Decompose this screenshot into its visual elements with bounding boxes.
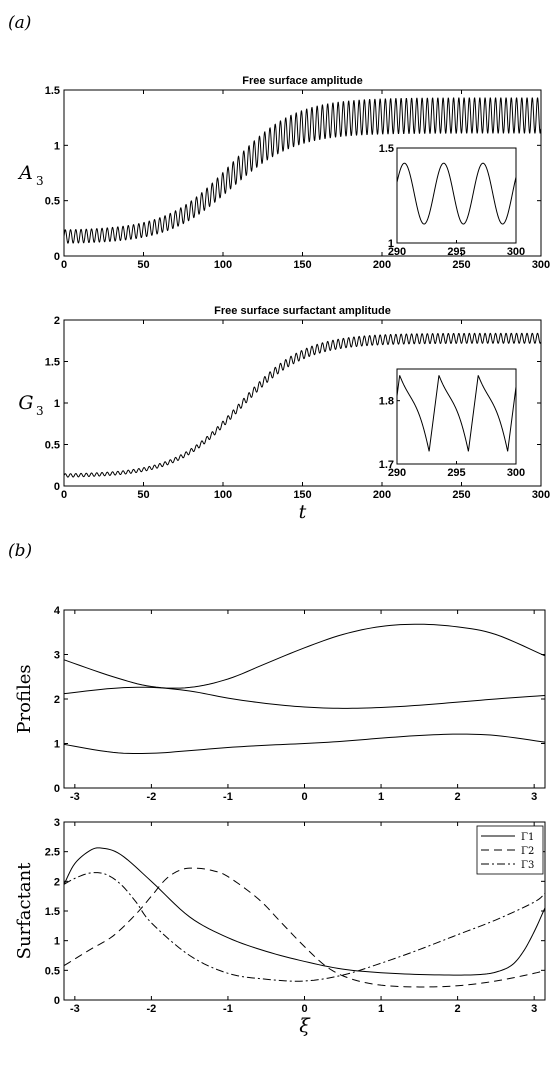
y-tick-label: 1 xyxy=(54,739,60,751)
chart-profiles: -3 -2 -1 0 1 2 3 0 1 2 3 4 Profiles xyxy=(14,605,546,803)
x-tick-label: 0 xyxy=(61,259,67,271)
x-tick-label: 300 xyxy=(532,489,550,501)
legend-label: Γ3 xyxy=(521,860,534,871)
legend-label: Γ2 xyxy=(521,846,534,857)
series-line-1 xyxy=(63,847,546,976)
y-tick-label: 0 xyxy=(54,783,60,795)
x-tick-label: -3 xyxy=(70,1003,80,1015)
y-axis-label: A xyxy=(17,162,33,184)
inset-x-tick-label: 295 xyxy=(447,467,465,479)
y-tick-label: 4 xyxy=(54,605,61,617)
inset-y-tick-label: 1.5 xyxy=(379,143,394,155)
x-tick-label: 300 xyxy=(532,259,550,271)
y-tick-label: 0.5 xyxy=(45,440,60,452)
y-tick-label: 0 xyxy=(54,481,60,493)
x-tick-label: 2 xyxy=(455,1003,461,1015)
x-tick-label: 3 xyxy=(531,791,537,803)
y-tick-label: 0.5 xyxy=(45,965,60,977)
inset-y-tick-label: 1 xyxy=(388,238,394,250)
chart-surfactant-amplitude: 0 50 100 150 200 250 300 0 0.5 1 1.5 2 Free surface … xyxy=(18,305,550,523)
y-tick-label: 0.5 xyxy=(45,196,60,208)
chart-title: Free surface surfactant amplitude xyxy=(214,305,391,317)
x-tick-label: -2 xyxy=(147,1003,157,1015)
plot-frame xyxy=(63,609,546,789)
y-axis-label: Profiles xyxy=(14,664,35,733)
y-tick-label: 1.5 xyxy=(45,357,60,369)
chart-title: Free surface amplitude xyxy=(242,75,362,87)
y-tick-label: 1.5 xyxy=(45,906,60,918)
x-tick-label: -3 xyxy=(70,791,80,803)
legend-label: Γ1 xyxy=(521,832,534,843)
y-tick-label: 2.5 xyxy=(45,847,60,859)
y-axis-label: G xyxy=(18,392,33,414)
series-line xyxy=(63,332,542,478)
x-tick-label: 250 xyxy=(452,259,470,271)
y-tick-label: 1.5 xyxy=(45,85,60,97)
inset-y-tick-label: 1.7 xyxy=(379,459,394,471)
x-axis-label: ξ xyxy=(299,1015,311,1037)
x-tick-label: 250 xyxy=(452,489,470,501)
x-tick-label: 150 xyxy=(293,489,311,501)
x-tick-label: -1 xyxy=(223,791,233,803)
x-tick-label: 150 xyxy=(293,259,311,271)
x-tick-label: 0 xyxy=(301,791,307,803)
plot-frame xyxy=(63,319,542,487)
chart-free-surface-amplitude: 0 50 100 150 200 250 300 0 0.5 1 1.5 Free surface a… xyxy=(17,75,550,271)
plot-frame xyxy=(63,821,546,1001)
chart-surfactant: -3 -2 -1 0 1 2 3 0 0.5 1 1.5 2 2.5 3 Surfactant ξ Γ1 Γ2 Γ3 xyxy=(14,817,546,1037)
y-axis-label-sub: 3 xyxy=(36,404,44,418)
inset-x-tick-label: 300 xyxy=(507,246,525,258)
inset-line xyxy=(396,375,517,452)
y-tick-label: 1 xyxy=(54,398,60,410)
x-tick-label: 200 xyxy=(373,259,391,271)
x-axis-label: t xyxy=(299,501,307,523)
inset-y-tick-label: 1.8 xyxy=(379,396,394,408)
y-tick-label: 3 xyxy=(54,650,60,662)
x-tick-label: 0 xyxy=(61,489,67,501)
x-tick-label: 1 xyxy=(378,1003,384,1015)
inset-line xyxy=(396,162,517,225)
x-tick-label: 100 xyxy=(214,489,232,501)
x-tick-label: 200 xyxy=(373,489,391,501)
y-tick-label: 2 xyxy=(54,876,60,888)
inset-x-tick-label: 290 xyxy=(388,467,406,479)
y-tick-label: 2 xyxy=(54,694,60,706)
series-line-2 xyxy=(64,686,545,709)
y-tick-label: 1 xyxy=(54,936,60,948)
y-tick-label: 2 xyxy=(54,315,60,327)
panel-label-b: (b) xyxy=(8,541,32,561)
series-line-3 xyxy=(64,733,545,755)
x-tick-label: -1 xyxy=(223,1003,233,1015)
y-axis-label: Surfactant xyxy=(14,862,35,960)
y-tick-label: 0 xyxy=(54,251,60,263)
series-line-2 xyxy=(63,867,546,988)
y-tick-label: 0 xyxy=(54,995,60,1007)
inset-x-tick-label: 300 xyxy=(507,467,525,479)
x-tick-label: 3 xyxy=(531,1003,537,1015)
panel-label-a: (a) xyxy=(8,13,31,33)
x-tick-label: 1 xyxy=(378,791,384,803)
inset-x-tick-label: 295 xyxy=(447,246,465,258)
x-tick-label: 100 xyxy=(214,259,232,271)
series-line-3 xyxy=(63,872,546,982)
y-axis-label-sub: 3 xyxy=(36,174,44,188)
y-tick-label: 3 xyxy=(54,817,60,829)
y-tick-label: 1 xyxy=(54,140,60,152)
x-tick-label: 50 xyxy=(137,489,149,501)
x-tick-label: 0 xyxy=(301,1003,307,1015)
x-tick-label: 50 xyxy=(137,259,149,271)
x-tick-label: -2 xyxy=(147,791,157,803)
series-line xyxy=(63,97,542,244)
series-line-1 xyxy=(63,623,546,689)
x-tick-label: 2 xyxy=(455,791,461,803)
inset-x-tick-label: 290 xyxy=(388,246,406,258)
